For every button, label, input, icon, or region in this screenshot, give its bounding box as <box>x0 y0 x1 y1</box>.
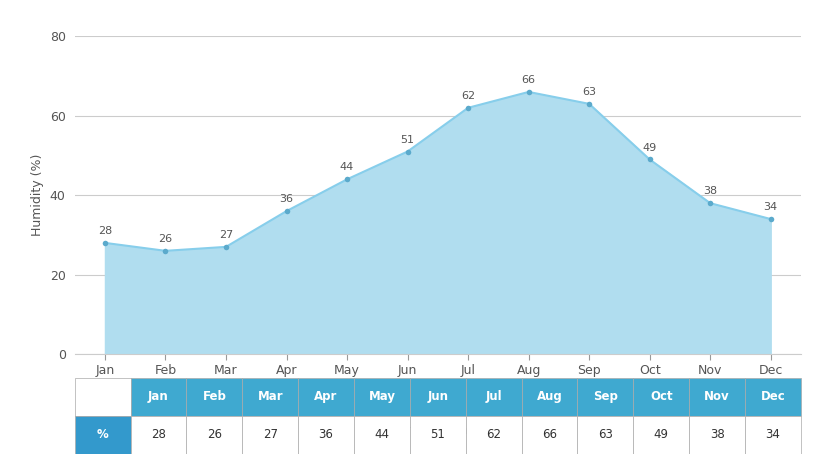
Bar <box>130 416 187 454</box>
Text: 66: 66 <box>542 429 557 441</box>
Text: Apr: Apr <box>315 390 338 403</box>
Text: 49: 49 <box>654 429 669 441</box>
Bar <box>187 416 242 454</box>
Text: 63: 63 <box>598 429 613 441</box>
Legend: Average Humidity(%): Average Humidity(%) <box>359 424 517 437</box>
Text: Aug: Aug <box>537 390 563 403</box>
Bar <box>354 378 410 416</box>
Text: 38: 38 <box>703 186 717 196</box>
Bar <box>410 378 466 416</box>
Text: 27: 27 <box>263 429 278 441</box>
Text: 62: 62 <box>486 429 501 441</box>
Text: Jan: Jan <box>148 390 168 403</box>
Text: 28: 28 <box>151 429 166 441</box>
Bar <box>298 378 354 416</box>
Bar <box>466 416 521 454</box>
Text: 38: 38 <box>710 429 725 441</box>
Text: %: % <box>97 429 109 441</box>
Bar <box>187 378 242 416</box>
Text: 36: 36 <box>280 194 294 204</box>
Bar <box>242 378 298 416</box>
Bar <box>745 378 801 416</box>
Bar <box>521 416 578 454</box>
Text: 63: 63 <box>582 87 596 97</box>
Text: Dec: Dec <box>760 390 785 403</box>
Bar <box>75 416 130 454</box>
Text: 62: 62 <box>461 91 475 101</box>
Bar <box>578 378 633 416</box>
Text: 27: 27 <box>219 230 233 240</box>
Bar <box>354 416 410 454</box>
Bar <box>466 378 521 416</box>
Text: Jul: Jul <box>486 390 502 403</box>
Text: 51: 51 <box>401 134 414 144</box>
Text: 26: 26 <box>159 234 173 244</box>
Bar <box>689 378 745 416</box>
Text: May: May <box>369 390 395 403</box>
Text: 44: 44 <box>340 163 354 173</box>
Text: Nov: Nov <box>705 390 730 403</box>
Bar <box>689 416 745 454</box>
Bar <box>578 416 633 454</box>
Bar <box>521 378 578 416</box>
Bar <box>633 416 689 454</box>
Text: Oct: Oct <box>650 390 672 403</box>
Bar <box>745 416 801 454</box>
Bar <box>633 378 689 416</box>
Bar <box>75 378 130 416</box>
Text: 34: 34 <box>765 429 780 441</box>
Bar <box>130 378 187 416</box>
Text: 44: 44 <box>374 429 389 441</box>
Text: 49: 49 <box>642 143 657 153</box>
Bar <box>410 416 466 454</box>
Text: Mar: Mar <box>257 390 283 403</box>
Text: 28: 28 <box>98 226 112 236</box>
Text: 26: 26 <box>207 429 222 441</box>
Text: 66: 66 <box>521 75 535 85</box>
Text: Feb: Feb <box>203 390 227 403</box>
Text: 36: 36 <box>319 429 334 441</box>
Text: Jun: Jun <box>427 390 448 403</box>
Bar <box>298 416 354 454</box>
Text: 34: 34 <box>764 202 778 212</box>
Y-axis label: Humidity (%): Humidity (%) <box>31 154 44 237</box>
Text: Sep: Sep <box>593 390 618 403</box>
Bar <box>242 416 298 454</box>
Text: 51: 51 <box>431 429 445 441</box>
